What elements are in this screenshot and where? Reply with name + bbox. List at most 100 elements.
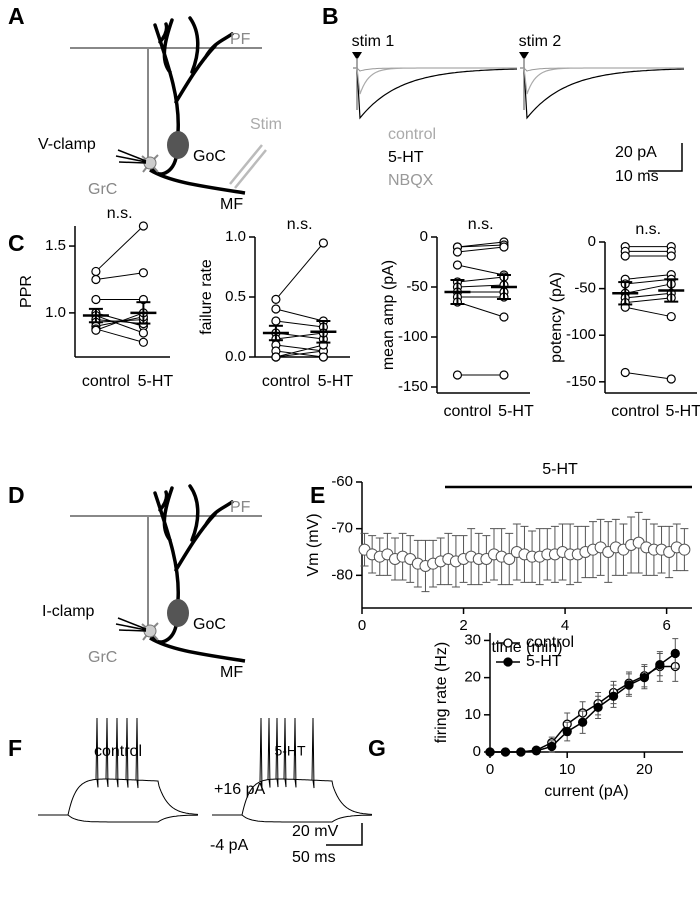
point	[503, 553, 516, 565]
point	[138, 221, 148, 231]
point	[91, 274, 101, 285]
point	[318, 238, 328, 248]
pair-line	[95, 315, 144, 334]
y-tick-label: 10	[464, 706, 481, 723]
point	[138, 337, 148, 347]
y-axis-label: mean amp (pA)	[380, 260, 397, 370]
point	[271, 316, 281, 326]
x-tick-label: 6	[662, 617, 670, 634]
y-axis-label: firing rate (Hz)	[433, 642, 450, 743]
y-tick-label: 0.0	[225, 348, 246, 365]
pair-line	[625, 297, 672, 304]
panel-label: E	[310, 482, 325, 508]
stim-electrode	[229, 144, 267, 189]
point	[666, 311, 676, 322]
pair-line	[275, 344, 324, 358]
point	[678, 543, 691, 556]
x-tick-label: 0	[358, 617, 366, 634]
point	[138, 268, 148, 278]
pair-line	[95, 225, 144, 272]
trace-label: control	[94, 743, 142, 760]
trace	[353, 67, 517, 120]
x-tick-label: 2	[459, 617, 467, 634]
point	[271, 294, 281, 304]
trace-label: 5-HT	[274, 743, 306, 759]
point	[452, 370, 463, 380]
point	[499, 242, 509, 252]
trace	[520, 67, 684, 95]
y-tick-label: 1.0	[225, 228, 246, 245]
category-label: 5-HT	[318, 373, 354, 390]
point	[271, 304, 281, 314]
point	[620, 251, 630, 261]
pair-line	[625, 306, 672, 318]
pair-line	[625, 371, 672, 380]
pair-line	[95, 319, 144, 323]
x-tick-label: 10	[559, 761, 576, 778]
legend-label: 5-HT	[526, 653, 562, 670]
point	[485, 747, 495, 757]
stim-marker	[352, 52, 529, 60]
y-tick-label: -60	[331, 473, 353, 490]
y-tick-label: -70	[331, 520, 353, 537]
pair-line	[95, 312, 144, 331]
annotation: n.s.	[468, 216, 494, 233]
pair-line	[625, 292, 672, 299]
y-tick-label: 1.5	[45, 237, 66, 254]
pair-line	[95, 328, 144, 343]
stim-label: stim 2	[519, 33, 562, 50]
y-tick-label: -100	[398, 328, 428, 345]
y-axis-label: Vm (mV)	[305, 513, 322, 576]
pair-line	[275, 308, 324, 322]
legend-label: control	[526, 634, 574, 651]
panel-label: D	[8, 482, 25, 508]
point	[500, 747, 511, 757]
pair-line	[625, 274, 672, 280]
point	[608, 691, 619, 701]
point	[624, 680, 634, 690]
point	[499, 312, 509, 322]
y-tick-label: 0	[588, 233, 596, 250]
panel-label: G	[368, 735, 386, 761]
point	[91, 294, 101, 305]
scale-bar	[326, 823, 363, 846]
traces-b	[353, 58, 684, 120]
trace	[212, 814, 373, 823]
label-stim: Stim	[250, 116, 282, 133]
trace	[353, 67, 517, 95]
panel-label: F	[8, 735, 22, 761]
point	[516, 747, 526, 757]
y-tick-label: 20	[464, 669, 481, 686]
step-label: +16 pA	[214, 781, 265, 798]
stim-label: stim 1	[352, 33, 395, 50]
y-tick-label: 0	[420, 228, 428, 245]
label-grc: GrC	[88, 649, 117, 666]
y-tick-label: -150	[398, 378, 428, 395]
annotation: 5-HT	[542, 461, 578, 478]
y-tick-label: 0	[473, 743, 481, 760]
pair-line	[625, 283, 672, 294]
pair-line	[457, 264, 505, 276]
panel-label: B	[322, 3, 339, 29]
point	[91, 325, 101, 335]
legend-marker	[503, 638, 513, 648]
label-goc: GoC	[193, 148, 226, 165]
scale-label: 10 ms	[615, 168, 659, 185]
point	[666, 374, 676, 384]
pair-line	[275, 344, 324, 352]
legend-label: NBQX	[388, 172, 434, 189]
label-clamp: I-clamp	[42, 603, 95, 620]
trace	[212, 717, 372, 816]
label-clamp: V-clamp	[38, 136, 96, 153]
point	[593, 702, 603, 713]
x-tick-label: 4	[561, 617, 569, 634]
category-label: control	[443, 403, 491, 420]
label-pf: PF	[230, 499, 251, 516]
point	[577, 717, 588, 727]
pair-line	[275, 320, 324, 328]
point	[531, 746, 541, 756]
point	[91, 266, 101, 277]
scale-label: 20 mV	[292, 823, 339, 840]
pair-line	[275, 350, 324, 358]
